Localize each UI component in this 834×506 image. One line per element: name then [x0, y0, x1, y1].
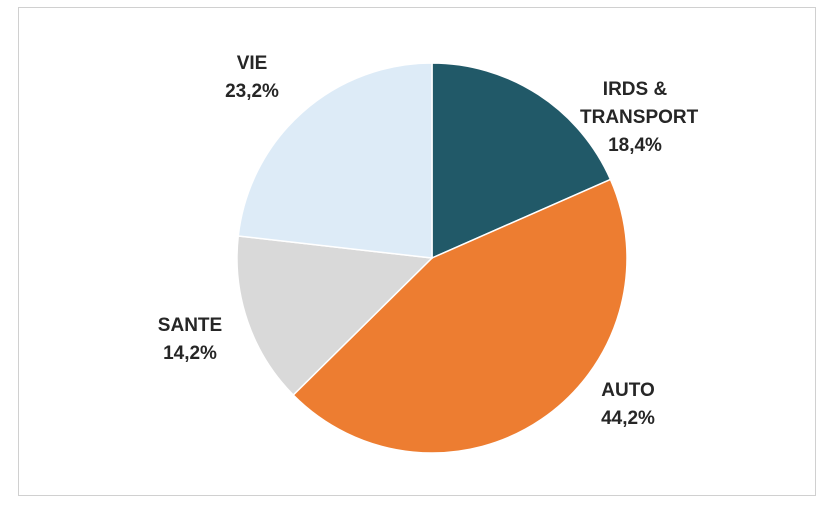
slice-label: IRDS & TRANSPORT 18,4% — [580, 76, 699, 160]
value-label: 14,2% — [163, 343, 217, 364]
slice-label: AUTO 44,2% — [553, 377, 703, 433]
value-label: 18,4% — [608, 135, 662, 156]
pie-slice — [237, 62, 433, 259]
slice-label: VIE 23,2% — [177, 50, 327, 106]
pie-slice — [431, 62, 612, 260]
category-label: SANTE — [157, 315, 223, 336]
category-label: AUTO — [601, 380, 655, 401]
slice-label: SANTE 14,2% — [115, 312, 265, 368]
pie-slice — [236, 235, 434, 397]
category-label: IRDS & TRANSPORT — [580, 79, 699, 128]
value-label: 44,2% — [601, 408, 655, 429]
category-label: VIE — [236, 53, 268, 74]
value-label: 23,2% — [225, 81, 279, 102]
pie-slice — [292, 178, 628, 454]
